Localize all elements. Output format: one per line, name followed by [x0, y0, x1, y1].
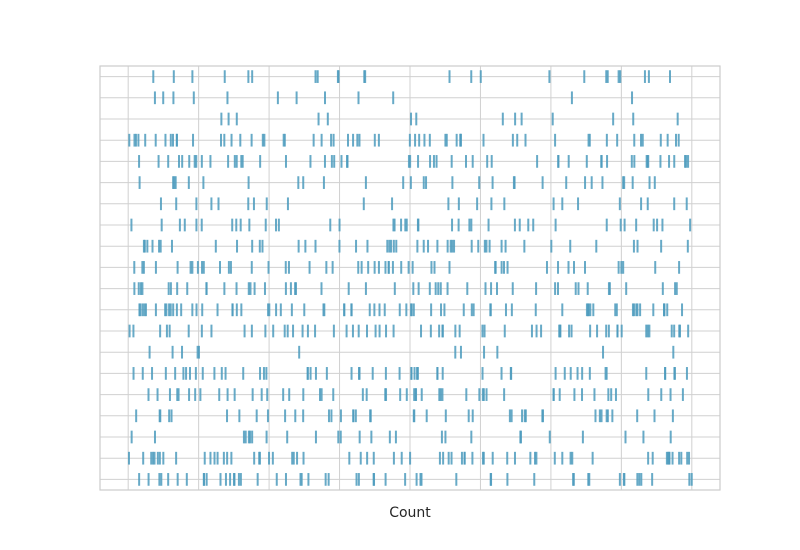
events-layer [127, 70, 693, 486]
x-axis-label: Count [389, 505, 431, 521]
grid-layer [100, 66, 720, 490]
plot-frame [99, 65, 721, 491]
